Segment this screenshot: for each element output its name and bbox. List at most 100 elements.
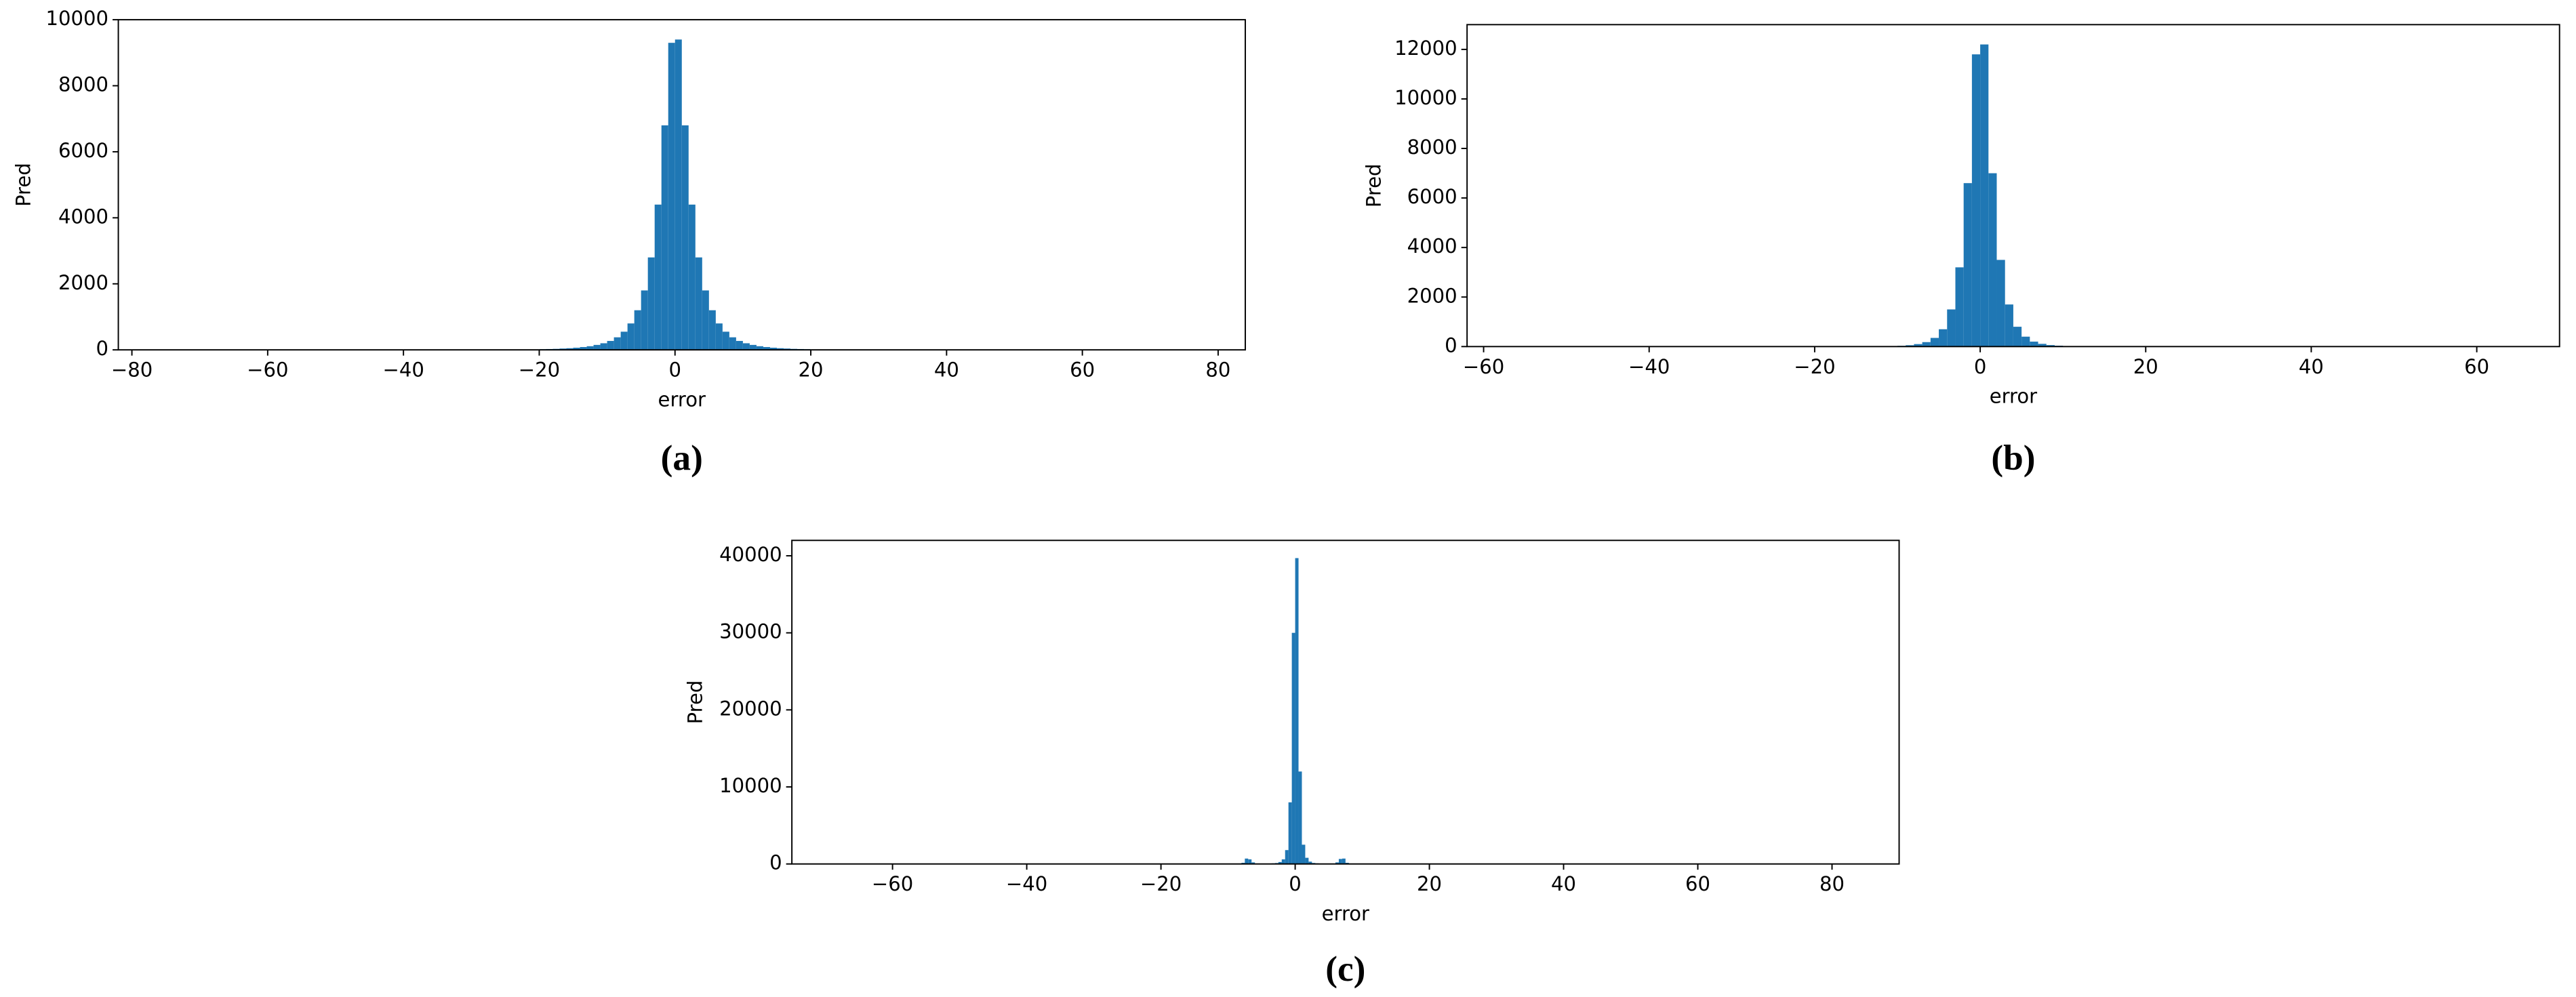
x-tick-label: 40: [1551, 872, 1576, 895]
histogram-bar: [1996, 260, 2005, 347]
x-tick-label: 80: [1205, 359, 1230, 382]
x-tick-label: 60: [1070, 359, 1095, 382]
x-tick-label: 0: [1289, 872, 1302, 895]
histogram-bar: [647, 257, 655, 350]
y-tick-label: 2000: [58, 271, 108, 294]
histogram-bar: [736, 341, 743, 350]
histogram-bar: [613, 337, 621, 350]
y-tick-label: 10000: [45, 7, 108, 30]
histogram-bar: [634, 310, 641, 350]
y-tick-label: 10000: [719, 774, 782, 797]
histogram-bar: [2046, 345, 2055, 347]
histogram-bar: [559, 348, 567, 350]
y-tick-label: 6000: [1407, 185, 1457, 208]
y-tick-label: 4000: [58, 205, 108, 228]
histogram-bar: [1295, 558, 1299, 864]
x-tick-label: −60: [247, 359, 288, 382]
histogram-bar: [641, 290, 648, 350]
x-tick-label: −40: [1628, 355, 1670, 378]
x-axis-label: error: [1322, 902, 1369, 925]
histogram-bar: [607, 341, 614, 350]
histogram-bar: [1335, 862, 1339, 864]
plot-frame: [791, 540, 1900, 865]
histogram-bar: [1248, 859, 1252, 864]
histogram-bar: [769, 348, 777, 350]
x-tick-label: −20: [519, 359, 560, 382]
caption: (a): [661, 437, 703, 478]
histogram-bar: [2030, 342, 2038, 347]
histogram-bar: [580, 347, 587, 350]
histogram-bar: [688, 204, 696, 350]
histogram-bar: [722, 331, 729, 350]
histogram-bar: [1906, 345, 1914, 347]
histogram-bar: [702, 290, 709, 350]
histogram-bar: [1922, 342, 1931, 347]
x-tick-label: −20: [1794, 355, 1835, 378]
y-tick-label: 8000: [58, 73, 108, 96]
x-axis-label: error: [1990, 384, 2037, 407]
histogram-bar: [1963, 183, 1972, 347]
x-tick-label: 20: [799, 359, 824, 382]
histogram-bar: [573, 348, 580, 350]
plot-frame: [1466, 24, 2560, 348]
y-tick-label: 10000: [1394, 86, 1457, 109]
histogram-bar: [586, 346, 594, 350]
y-tick-label: 12000: [1394, 37, 1457, 60]
caption: (b): [1991, 437, 2035, 478]
histogram-bar: [1947, 309, 1956, 347]
histogram-bar: [1930, 338, 1939, 347]
histogram-bar: [1980, 44, 1989, 347]
histogram-bar: [1914, 344, 1923, 347]
histogram-bar: [620, 331, 628, 350]
y-axis-label: Pred: [12, 163, 35, 207]
histogram-bar: [1308, 861, 1312, 864]
histogram-bar: [1291, 632, 1295, 864]
histogram-bar: [1281, 859, 1285, 864]
histogram-bar: [742, 343, 750, 350]
histogram-bar: [654, 204, 662, 350]
histogram-bar: [783, 348, 791, 350]
y-tick-label: 6000: [58, 139, 108, 162]
histogram-bar: [661, 125, 668, 350]
histogram-bar: [593, 344, 601, 350]
x-tick-label: 20: [1417, 872, 1442, 895]
histogram-bar: [1285, 850, 1289, 864]
y-tick-label: 0: [1445, 333, 1457, 357]
histogram-bar: [776, 348, 784, 350]
histogram-bar: [1251, 862, 1255, 864]
histogram-bar: [1302, 845, 1306, 864]
histogram-bar: [1305, 857, 1309, 864]
y-tick-label: 30000: [719, 620, 782, 643]
x-axis-label: error: [658, 388, 706, 411]
histogram-bar: [756, 346, 763, 350]
histogram-bar: [1338, 859, 1342, 864]
histogram-bar: [695, 257, 702, 350]
y-axis-label: Pred: [1362, 163, 1385, 207]
y-tick-label: 4000: [1407, 235, 1457, 258]
histogram-bar: [2005, 304, 2013, 347]
histogram-bar: [729, 337, 736, 350]
histogram-bar: [1342, 858, 1346, 864]
caption: (c): [1325, 948, 1365, 989]
histogram-bar: [715, 323, 723, 350]
y-axis-label: Pred: [684, 680, 707, 725]
y-tick-label: 2000: [1407, 284, 1457, 307]
x-tick-label: 60: [2464, 355, 2489, 378]
histogram-bar: [668, 43, 675, 350]
x-tick-label: −40: [382, 359, 424, 382]
histogram-bar: [763, 347, 770, 350]
histogram-bar: [1988, 173, 1997, 347]
histogram-bar: [627, 323, 635, 350]
histogram-bar: [1939, 329, 1948, 347]
x-tick-label: 20: [2133, 355, 2158, 378]
y-tick-label: 0: [769, 851, 782, 874]
histogram-bar: [1245, 858, 1249, 864]
plot-frame: [117, 19, 1246, 351]
y-tick-label: 40000: [719, 543, 782, 566]
x-tick-label: −40: [1006, 872, 1047, 895]
x-tick-label: 0: [1974, 355, 1987, 378]
x-tick-label: −60: [872, 872, 913, 895]
histogram-bar: [675, 39, 682, 350]
histogram-bar: [1298, 771, 1302, 864]
